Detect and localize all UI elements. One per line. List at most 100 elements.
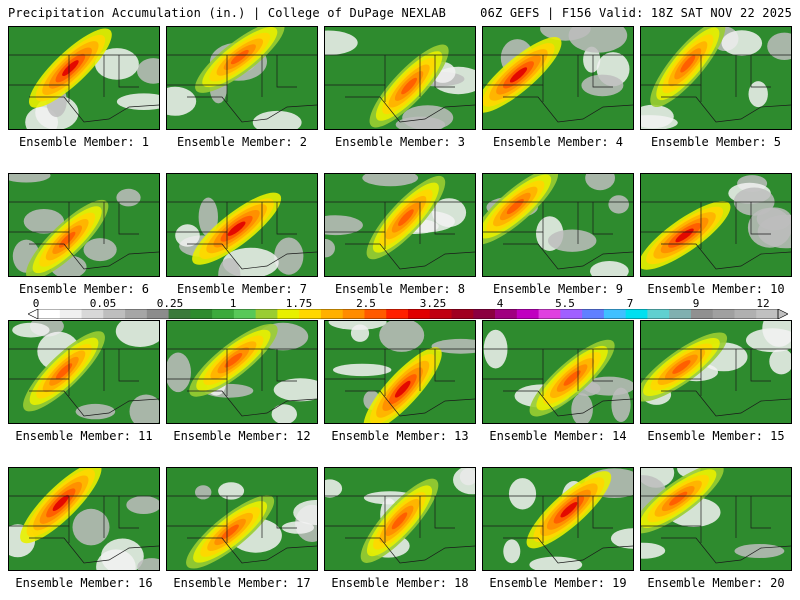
- colorbar-right-tip: [777, 309, 788, 319]
- ensemble-member-panel: Ensemble Member: 13: [324, 320, 476, 443]
- colorbar-swatch: [146, 309, 169, 319]
- precip-map-graphic: [641, 321, 791, 423]
- colorbar-swatch: [81, 309, 104, 319]
- ensemble-member-panel: Ensemble Member: 3: [324, 26, 476, 149]
- precip-map-graphic: [167, 27, 317, 129]
- precip-map-graphic: [483, 468, 633, 570]
- colorbar-swatch: [299, 309, 322, 319]
- colorbar-tick-label: 4: [496, 297, 504, 310]
- ensemble-member-label: Ensemble Member: 4: [492, 135, 624, 149]
- ensemble-member-label: Ensemble Member: 14: [489, 429, 627, 443]
- ensemble-member-label: Ensemble Member: 16: [15, 576, 153, 590]
- precip-map-graphic: [9, 321, 159, 423]
- colorbar-swatch: [495, 309, 518, 319]
- colorbar-swatch: [451, 309, 474, 319]
- colorbar-swatch: [690, 309, 714, 319]
- ensemble-member-panel: Ensemble Member: 12: [166, 320, 318, 443]
- precip-map-graphic: [641, 174, 791, 276]
- colorbar-tick-label: 9: [692, 297, 700, 310]
- precip-map-graphic: [325, 321, 475, 423]
- precip-map: [166, 467, 318, 571]
- precip-map: [640, 467, 792, 571]
- colorbar-swatch: [168, 309, 191, 319]
- ensemble-member-label: Ensemble Member: 3: [334, 135, 466, 149]
- colorbar-tick-label: 3.25: [419, 297, 447, 310]
- colorbar-swatch: [320, 309, 344, 319]
- ensemble-member-label: Ensemble Member: 6: [18, 282, 150, 296]
- ensemble-member-panel: Ensemble Member: 19: [482, 467, 634, 590]
- ensemble-member-label: Ensemble Member: 15: [647, 429, 785, 443]
- ensemble-member-panel: Ensemble Member: 8: [324, 173, 476, 296]
- colorbar-swatch: [538, 309, 561, 319]
- ensemble-member-panel: Ensemble Member: 20: [640, 467, 792, 590]
- precip-map: [166, 26, 318, 130]
- colorbar-tick-label: 12: [756, 297, 770, 310]
- precip-map: [324, 26, 476, 130]
- colorbar-swatch: [342, 309, 365, 319]
- ensemble-member-panel: Ensemble Member: 4: [482, 26, 634, 149]
- ensemble-member-label: Ensemble Member: 19: [489, 576, 627, 590]
- colorbar-tick-label: 0.25: [156, 297, 184, 310]
- precip-map-graphic: [9, 468, 159, 570]
- precip-map: [482, 173, 634, 277]
- colorbar-swatch: [625, 309, 648, 319]
- ensemble-member-label: Ensemble Member: 18: [331, 576, 469, 590]
- colorbar-swatch: [669, 309, 692, 319]
- ensemble-member-panel: Ensemble Member: 7: [166, 173, 318, 296]
- colorbar-swatch: [38, 309, 61, 319]
- precip-map: [482, 320, 634, 424]
- ensemble-member-panel: Ensemble Member: 2: [166, 26, 318, 149]
- ensemble-member-panel: Ensemble Member: 15: [640, 320, 792, 443]
- colorbar-scale: [28, 309, 788, 319]
- ensemble-member-label: Ensemble Member: 9: [492, 282, 624, 296]
- precip-map-graphic: [9, 174, 159, 276]
- ensemble-member-label: Ensemble Member: 8: [334, 282, 466, 296]
- precip-map: [324, 173, 476, 277]
- precip-map-graphic: [483, 321, 633, 423]
- ensemble-member-panel: Ensemble Member: 6: [8, 173, 160, 296]
- map-title: Precipitation Accumulation (in.) | Colle…: [8, 6, 447, 20]
- colorbar-tick-label: 1: [229, 297, 237, 310]
- precip-map: [8, 26, 160, 130]
- precip-map-graphic: [167, 468, 317, 570]
- ensemble-member-panel: Ensemble Member: 10: [640, 173, 792, 296]
- precip-map: [640, 26, 792, 130]
- colorbar-tick-label: 5.5: [555, 297, 575, 310]
- precip-map: [482, 26, 634, 130]
- colorbar-swatch: [125, 309, 148, 319]
- colorbar-swatch: [734, 309, 757, 319]
- ensemble-member-label: Ensemble Member: 12: [173, 429, 311, 443]
- colorbar-swatch: [386, 309, 409, 319]
- colorbar-left-tip: [28, 309, 39, 319]
- precip-map-graphic: [483, 174, 633, 276]
- colorbar-swatch: [255, 309, 278, 319]
- colorbar-swatch: [603, 309, 627, 319]
- precip-map-graphic: [167, 321, 317, 423]
- ensemble-member-panel: Ensemble Member: 1: [8, 26, 160, 149]
- colorbar-swatch: [59, 309, 82, 319]
- model-valid-time: 06Z GEFS | F156 Valid: 18Z SAT NOV 22 20…: [480, 6, 792, 20]
- ensemble-member-panel: Ensemble Member: 14: [482, 320, 634, 443]
- precip-map: [482, 467, 634, 571]
- precip-map-graphic: [167, 174, 317, 276]
- colorbar-swatch: [516, 309, 539, 319]
- precip-map-graphic: [325, 27, 475, 129]
- ensemble-member-panel: Ensemble Member: 18: [324, 467, 476, 590]
- precip-map-graphic: [483, 27, 633, 129]
- colorbar-tick-label: 0.05: [89, 297, 117, 310]
- colorbar-swatch: [103, 309, 126, 319]
- ensemble-member-panel: Ensemble Member: 17: [166, 467, 318, 590]
- colorbar-tick-label: 2.5: [356, 297, 376, 310]
- ensemble-member-label: Ensemble Member: 5: [650, 135, 782, 149]
- precip-map-graphic: [325, 174, 475, 276]
- precip-map: [8, 320, 160, 424]
- colorbar-swatch: [408, 309, 431, 319]
- ensemble-member-label: Ensemble Member: 2: [176, 135, 308, 149]
- colorbar-tick-label: 7: [626, 297, 634, 310]
- precip-map-graphic: [641, 468, 791, 570]
- ensemble-member-label: Ensemble Member: 20: [647, 576, 785, 590]
- precip-map-graphic: [325, 468, 475, 570]
- colorbar-swatch: [364, 309, 387, 319]
- ensemble-member-panel: Ensemble Member: 11: [8, 320, 160, 443]
- precip-map: [166, 320, 318, 424]
